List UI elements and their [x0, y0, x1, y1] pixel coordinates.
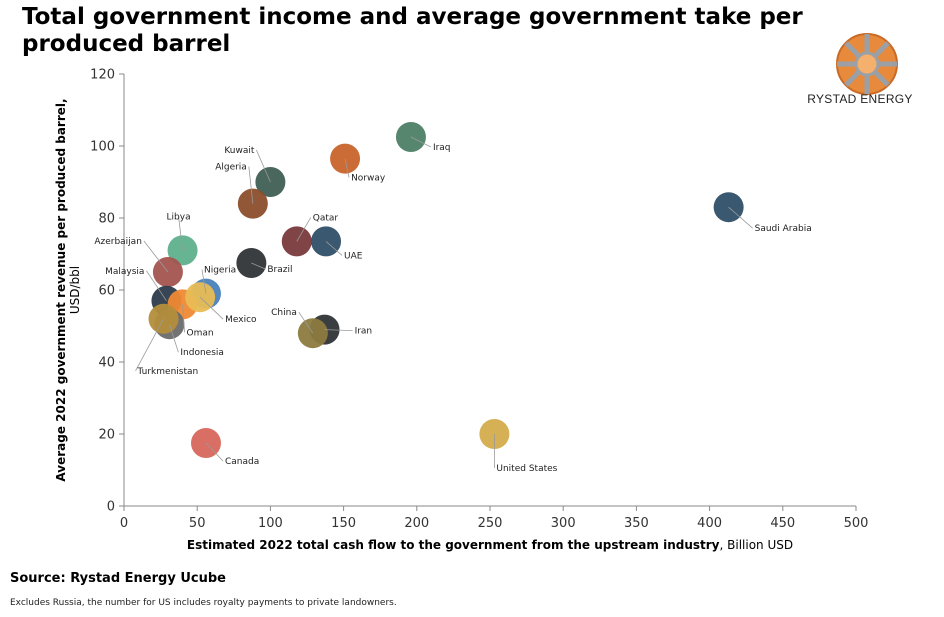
leader-line-brazil [251, 262, 266, 270]
leader-line-saudi-arabia [728, 206, 753, 229]
x-tick-label: 400 [697, 516, 722, 531]
leader-line-canada [205, 442, 224, 462]
point-label-canada: Canada [225, 457, 259, 467]
leader-line-iran [324, 329, 353, 331]
x-tick-label: 0 [120, 516, 128, 531]
leader-line-nigeria [201, 269, 207, 294]
x-tick-label: 100 [258, 516, 283, 531]
y-tick-label: 80 [98, 212, 115, 227]
x-tick-label: 150 [331, 516, 356, 531]
rystad-logo-icon [836, 33, 898, 95]
bubble-brazil [236, 248, 267, 278]
point-label-iraq: Iraq [433, 143, 451, 153]
leader-line-indonesia [169, 324, 179, 353]
x-tick-label: 500 [844, 516, 869, 531]
point-label-iran: Iran [355, 327, 373, 337]
x-axis-title: Estimated 2022 total cash flow to the go… [187, 538, 793, 552]
y-tick-label: 20 [98, 428, 115, 443]
leader-line-uae [325, 241, 343, 256]
point-label-azerbaijan: Azerbaijan [94, 237, 142, 247]
y-tick-label: 120 [90, 68, 115, 83]
y-tick-label: 40 [98, 356, 115, 371]
chart-point-labels: Iraq Norway Kuwait Algeria Saudi Arabia Qatar… [94, 136, 812, 474]
leader-line-mexico [199, 296, 224, 320]
leader-line-china [298, 311, 314, 334]
leader-line-algeria [248, 166, 254, 204]
x-tick-label: 450 [770, 516, 795, 531]
leader-line-libya [178, 216, 183, 251]
point-label-malaysia: Malaysia [105, 267, 144, 277]
x-tick-label: 350 [624, 516, 649, 531]
leader-line-kuwait [256, 149, 271, 183]
point-label-turkmenistan: Turkmenistan [137, 367, 199, 377]
x-axis-title-unit: , Billion USD [720, 538, 794, 552]
leader-line-qatar [296, 217, 312, 242]
y-axis-title: Average 2022 government revenue per prod… [54, 98, 68, 481]
y-axis-unit: USD/bbl [68, 266, 82, 314]
leader-line-azerbaijan [143, 240, 169, 273]
y-tick-label: 0 [107, 500, 115, 515]
source-text: Source: Rystad Energy Ucube [10, 571, 226, 586]
y-tick-label: 100 [90, 140, 115, 155]
x-tick-label: 300 [551, 516, 576, 531]
point-label-brazil: Brazil [267, 265, 292, 275]
point-label-indonesia: Indonesia [180, 348, 224, 358]
leader-line-norway [344, 158, 350, 178]
point-label-china: China [271, 308, 297, 318]
chart-title: Total government income and average gove… [22, 4, 803, 57]
point-label-mexico: Mexico [225, 315, 257, 325]
chart-axes: 0 20 40 60 80 100 120 0 50 100 150 200 250 300 350 400 4… [90, 68, 868, 532]
x-tick-label: 200 [404, 516, 429, 531]
point-label-norway: Norway [351, 174, 386, 184]
x-tick-label: 250 [478, 516, 503, 531]
point-label-algeria: Algeria [215, 163, 247, 173]
leader-line-iraq [410, 136, 432, 148]
point-label-united-states: United States [496, 464, 557, 474]
footnote-text: Excludes Russia, the number for US inclu… [10, 598, 397, 608]
leader-line-oman [182, 304, 185, 333]
y-tick-label: 60 [98, 284, 115, 299]
point-label-nigeria: Nigeria [204, 266, 236, 276]
point-label-oman: Oman [187, 328, 214, 338]
brand-name: RYSTAD ENERGY [807, 92, 913, 106]
point-label-saudi-arabia: Saudi Arabia [755, 224, 812, 234]
x-axis-title-main: Estimated 2022 total cash flow to the go… [187, 538, 720, 552]
point-label-uae: UAE [344, 251, 363, 261]
x-tick-label: 50 [189, 516, 206, 531]
point-label-qatar: Qatar [313, 213, 339, 223]
leader-line-malaysia [146, 270, 167, 302]
point-label-libya: Libya [167, 212, 191, 222]
point-label-kuwait: Kuwait [224, 146, 255, 156]
leader-line-turkmenistan [135, 318, 164, 371]
